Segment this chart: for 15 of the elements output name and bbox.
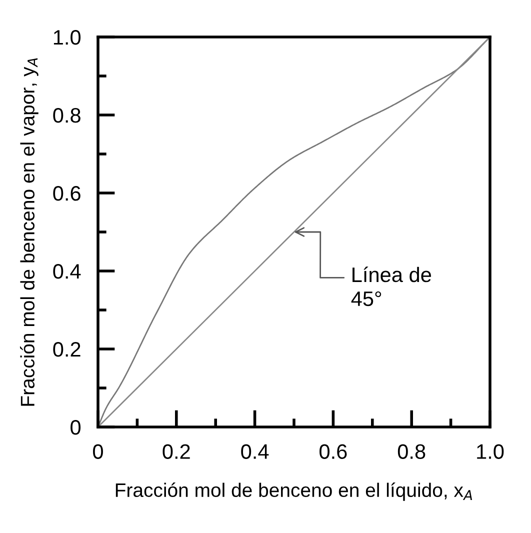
x-tick-label: 0.2: [162, 444, 190, 459]
x-tick-label: 1.0: [477, 444, 504, 459]
x-axis-title: Fracción mol de benceno en el líquido, x$_{A}$: [116, 482, 472, 501]
y-tick-label: 0.8: [53, 108, 80, 123]
y-tick-label: 0.2: [53, 342, 80, 357]
y-axis-title: Fracción mol de benceno en el vapor, y$_{A}$: [20, 58, 38, 406]
y-tick-label: 0.6: [53, 186, 80, 201]
x-tick-label: 0.8: [398, 444, 426, 459]
y-tick-label: 0: [70, 420, 81, 435]
x-tick-label: 0.6: [320, 444, 347, 459]
x-tick-label: 0.4: [241, 444, 269, 459]
y-tick-label: 0.4: [53, 264, 81, 279]
y-tick-label: 1.0: [54, 30, 81, 45]
annotation: Línea de 45°: [351, 266, 432, 306]
x-tick-label: 0: [93, 444, 103, 459]
